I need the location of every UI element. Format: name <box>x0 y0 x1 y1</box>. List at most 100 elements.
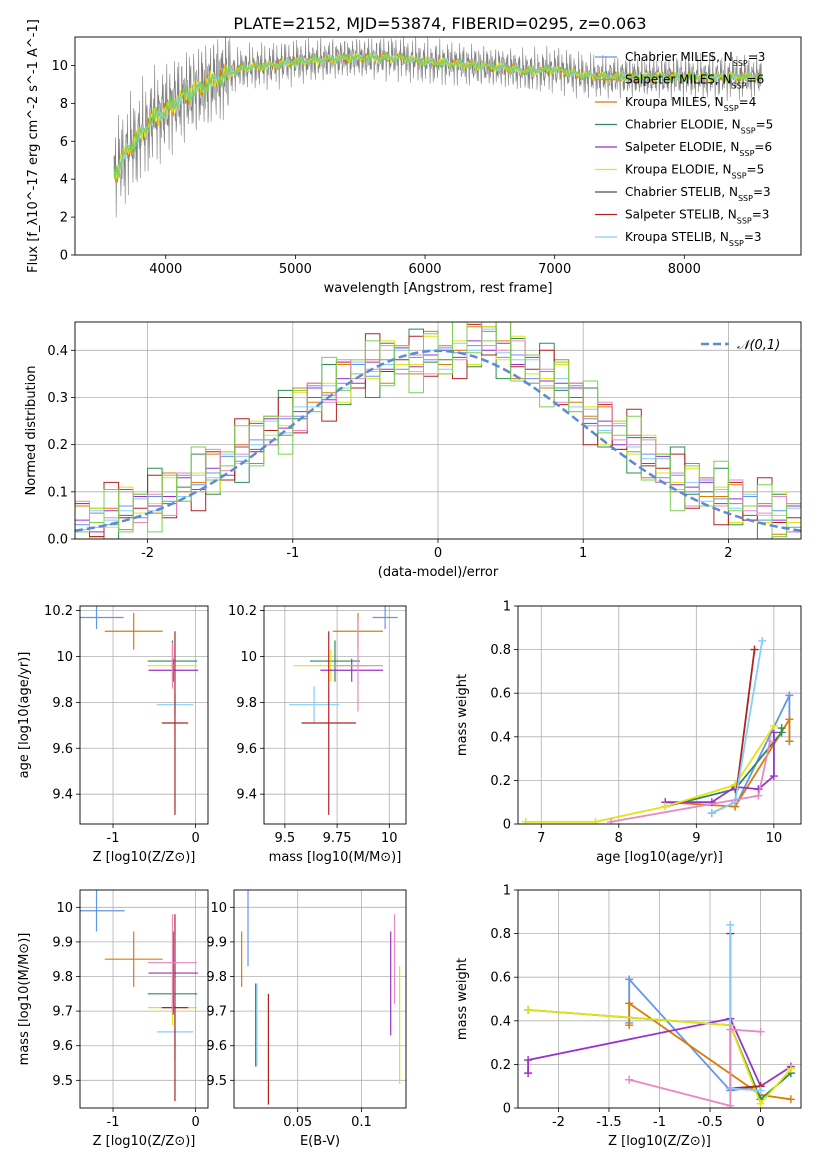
x-axis-label: mass [log10(M/M⊙)] <box>269 850 402 865</box>
point-marker <box>625 1075 634 1084</box>
series-line <box>610 741 771 823</box>
y-axis-label: mass weight <box>455 674 470 756</box>
plot-area <box>521 636 794 824</box>
point-marker <box>707 798 716 807</box>
panel-spectrum: 4000 5000 6000 7000 8000 0 2 4 6 8 10 wavelength [A… <box>26 19 802 296</box>
point-marker <box>591 817 600 824</box>
point-marker <box>625 999 634 1008</box>
x-tick-label: 8 <box>615 831 623 846</box>
series-line <box>665 732 775 804</box>
panel-mass_weight_vs_age: 7 8 9 10 0 0.2 0.4 0.6 0.8 1 age [log10(age/yr)] ma… <box>455 600 802 865</box>
x-axis-label: wavelength [Angstrom, rest frame] <box>324 281 553 296</box>
y-tick-label: 10 <box>56 901 73 916</box>
y-tick-label: 0.4 <box>47 344 68 359</box>
point-marker <box>785 691 794 700</box>
point-marker <box>726 1101 735 1108</box>
point-marker <box>625 975 634 984</box>
point-marker <box>786 1064 795 1073</box>
y-tick-label: 9.4 <box>236 788 257 803</box>
y-tick-label: 1 <box>503 884 511 899</box>
y-tick-label: 0.8 <box>490 643 511 658</box>
point-marker <box>524 1069 533 1078</box>
point-marker <box>785 715 794 724</box>
x-tick-label: 6000 <box>408 262 441 277</box>
y-tick-label: 9.7 <box>206 1005 227 1020</box>
plot-area <box>241 890 401 1105</box>
plot-area <box>80 890 199 1102</box>
y-tick-label: 6 <box>60 135 68 150</box>
y-tick-label: 9.6 <box>236 742 257 757</box>
y-tick-label: 10 <box>56 650 73 665</box>
observed-spectrum <box>113 37 763 218</box>
y-axis-label: age [log10(age/yr)] <box>17 652 32 779</box>
y-tick-label: 2 <box>60 211 68 226</box>
axes-frame <box>79 605 209 825</box>
axes-frame <box>79 889 209 1109</box>
x-tick-label: 7 <box>537 831 545 846</box>
y-tick-label: 9.6 <box>52 1039 73 1054</box>
y-tick-label: 9.8 <box>236 696 257 711</box>
y-tick-label: 10 <box>51 59 68 74</box>
plot-area <box>80 606 199 815</box>
axes-frame <box>517 889 802 1109</box>
legend-entry: Kroupa STELIB, NSSP=3 <box>625 230 762 248</box>
model-spectrum <box>113 51 763 180</box>
point-marker <box>625 1021 634 1030</box>
y-tick-label: 0 <box>60 249 68 264</box>
x-tick-label: 0.05 <box>283 1115 312 1130</box>
x-tick-label: -1 <box>653 1115 666 1130</box>
y-tick-label: 0 <box>503 818 511 833</box>
series-line <box>711 640 764 814</box>
x-tick-label: 0 <box>434 546 442 561</box>
point-marker <box>726 1025 735 1034</box>
series-line <box>525 725 775 823</box>
x-tick-label: 8000 <box>668 262 701 277</box>
point-marker <box>769 772 778 781</box>
x-tick-label: 0.1 <box>351 1115 372 1130</box>
y-tick-label: 0.4 <box>490 730 511 745</box>
panel-mass_weight_vs_Z: -2 -1.5 -1 -0.5 0 0 0.2 0.4 0.6 0.8 1 Z [log10(Z/Z⊙… <box>455 884 802 1149</box>
y-axis-label: mass [log10(M/M⊙)] <box>17 933 32 1066</box>
y-tick-label: 1 <box>503 600 511 615</box>
point-marker <box>786 1095 795 1104</box>
y-tick-label: 0.8 <box>490 927 511 942</box>
point-marker <box>726 920 735 929</box>
x-tick-label: 9.75 <box>323 831 352 846</box>
panel-mass_vs_ebv: 0.05 0.1 9.5 9.6 9.7 9.8 9.9 10 E(B-V) <box>206 889 407 1149</box>
point-marker <box>756 1027 765 1036</box>
panel-mass_vs_Z: -1 0 9.5 9.6 9.7 9.8 9.9 10 Z [log10(Z/Z⊙)] mass … <box>17 889 209 1149</box>
x-tick-label: 2 <box>724 546 732 561</box>
x-tick-label: -1 <box>286 546 299 561</box>
point-marker <box>765 737 774 746</box>
plot-area <box>113 37 763 218</box>
legend-entry: Salpeter STELIB, NSSP=3 <box>625 208 769 226</box>
point-marker <box>607 817 616 824</box>
point-marker <box>756 1086 765 1095</box>
series-line <box>628 1028 761 1107</box>
x-axis-label: Z [log10(Z/Z⊙)] <box>608 1134 711 1149</box>
y-tick-label: 4 <box>60 173 68 188</box>
axes-frame <box>517 605 802 825</box>
panel-age_vs_mass: 9.5 9.75 10 9.4 9.6 9.8 10 10.2 mass [log10(M/M⊙… <box>228 604 407 865</box>
series-line <box>628 1001 792 1101</box>
y-tick-label: 10 <box>240 650 257 665</box>
y-tick-label: 9.8 <box>52 970 73 985</box>
y-tick-label: 9.6 <box>206 1039 227 1054</box>
axes-frame <box>74 321 802 540</box>
plot-area <box>524 920 795 1108</box>
y-tick-label: 9.4 <box>52 788 73 803</box>
series-line <box>528 1009 792 1106</box>
y-tick-label: 9.8 <box>206 970 227 985</box>
y-tick-label: 0.4 <box>490 1014 511 1029</box>
legend-entry: Salpeter ELODIE, NSSP=6 <box>625 140 772 158</box>
y-tick-label: 0.6 <box>490 687 511 702</box>
x-tick-label: -0.5 <box>697 1115 722 1130</box>
x-tick-label: 4000 <box>149 262 182 277</box>
y-tick-label: 0.0 <box>47 533 68 548</box>
x-tick-label: 7000 <box>538 262 571 277</box>
x-tick-label: 5000 <box>279 262 312 277</box>
y-tick-label: 0.1 <box>47 485 68 500</box>
point-marker <box>756 1099 765 1108</box>
axes-frame <box>74 36 802 256</box>
